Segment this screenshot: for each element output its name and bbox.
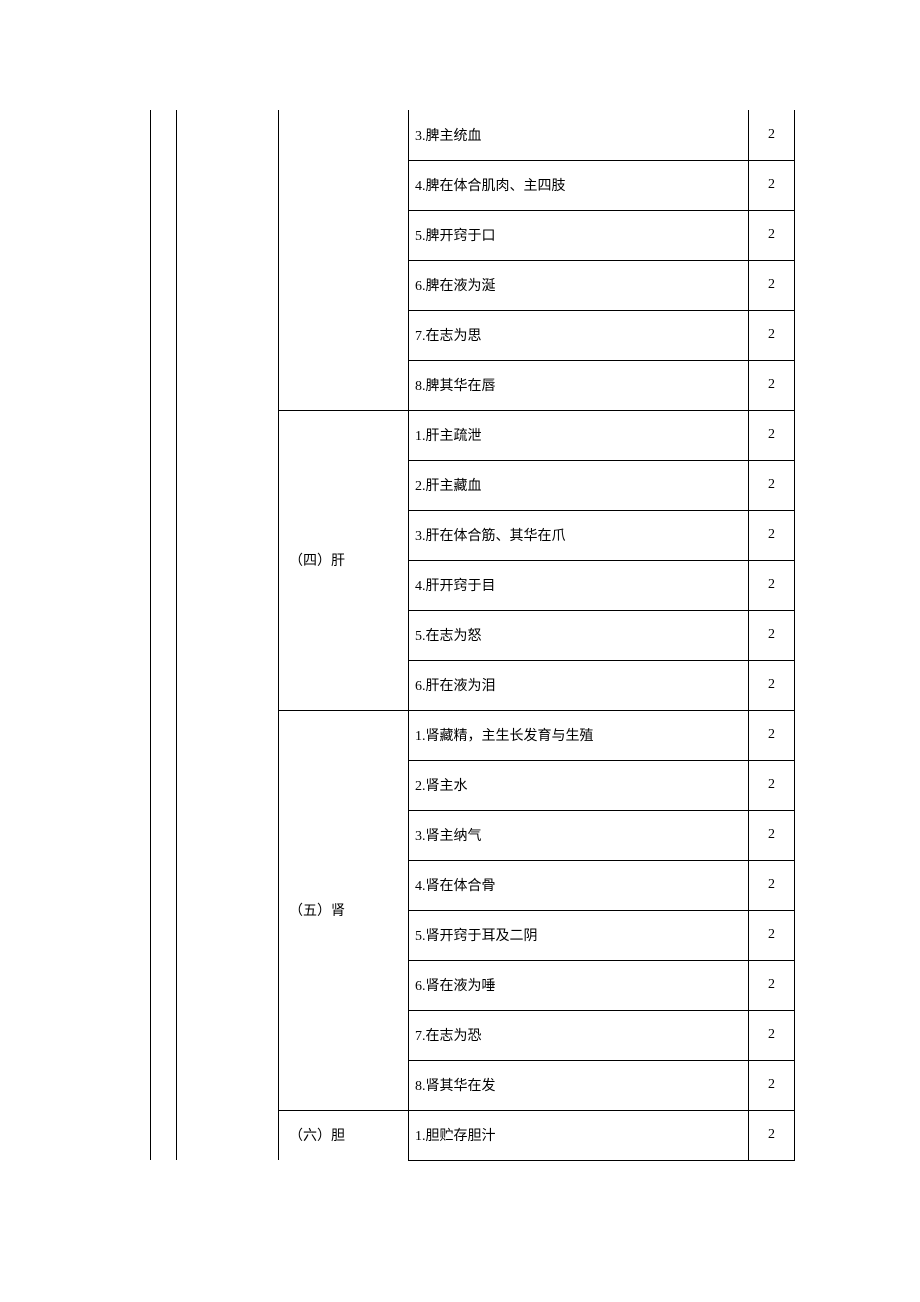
row-desc: 6.脾在液为涎 [409, 260, 749, 310]
row-val: 2 [749, 1060, 795, 1110]
row-desc: 4.脾在体合肌肉、主四肢 [409, 160, 749, 210]
row-val: 2 [749, 1110, 795, 1160]
row-val: 2 [749, 110, 795, 160]
row-val: 2 [749, 410, 795, 460]
row-val: 2 [749, 360, 795, 410]
row-val: 2 [749, 910, 795, 960]
row-desc: 7.在志为思 [409, 310, 749, 360]
section-label-2: （五）肾 [279, 710, 409, 1110]
row-val: 2 [749, 810, 795, 860]
row-desc: 8.脾其华在唇 [409, 360, 749, 410]
row-val: 2 [749, 760, 795, 810]
row-val: 2 [749, 160, 795, 210]
row-val: 2 [749, 510, 795, 560]
section-label-1: （四）肝 [279, 410, 409, 710]
outline-table: 3.脾主统血 2 4.脾在体合肌肉、主四肢 2 5.脾开窍于口 2 6.脾在液为… [150, 110, 795, 1161]
row-desc: 3.脾主统血 [409, 110, 749, 160]
row-desc: 1.肾藏精，主生长发育与生殖 [409, 710, 749, 760]
row-desc: 2.肾主水 [409, 760, 749, 810]
col-b-spacer [177, 110, 279, 1160]
section-label-0 [279, 110, 409, 410]
col-a-spacer [151, 110, 177, 1160]
row-desc: 3.肾主纳气 [409, 810, 749, 860]
row-desc: 5.在志为怒 [409, 610, 749, 660]
row-val: 2 [749, 710, 795, 760]
row-val: 2 [749, 960, 795, 1010]
row-desc: 8.肾其华在发 [409, 1060, 749, 1110]
row-desc: 6.肾在液为唾 [409, 960, 749, 1010]
row-desc: 1.胆贮存胆汁 [409, 1110, 749, 1160]
row-val: 2 [749, 610, 795, 660]
row-desc: 5.脾开窍于口 [409, 210, 749, 260]
row-desc: 4.肝开窍于目 [409, 560, 749, 610]
row-desc: 4.肾在体合骨 [409, 860, 749, 910]
row-val: 2 [749, 210, 795, 260]
row-desc: 7.在志为恐 [409, 1010, 749, 1060]
row-val: 2 [749, 1010, 795, 1060]
row-val: 2 [749, 460, 795, 510]
row-desc: 3.肝在体合筋、其华在爪 [409, 510, 749, 560]
row-val: 2 [749, 260, 795, 310]
row-val: 2 [749, 560, 795, 610]
row-desc: 6.肝在液为泪 [409, 660, 749, 710]
section-label-3: （六）胆 [279, 1110, 409, 1160]
row-desc: 2.肝主藏血 [409, 460, 749, 510]
row-val: 2 [749, 310, 795, 360]
row-desc: 1.肝主疏泄 [409, 410, 749, 460]
row-val: 2 [749, 660, 795, 710]
row-val: 2 [749, 860, 795, 910]
row-desc: 5.肾开窍于耳及二阴 [409, 910, 749, 960]
